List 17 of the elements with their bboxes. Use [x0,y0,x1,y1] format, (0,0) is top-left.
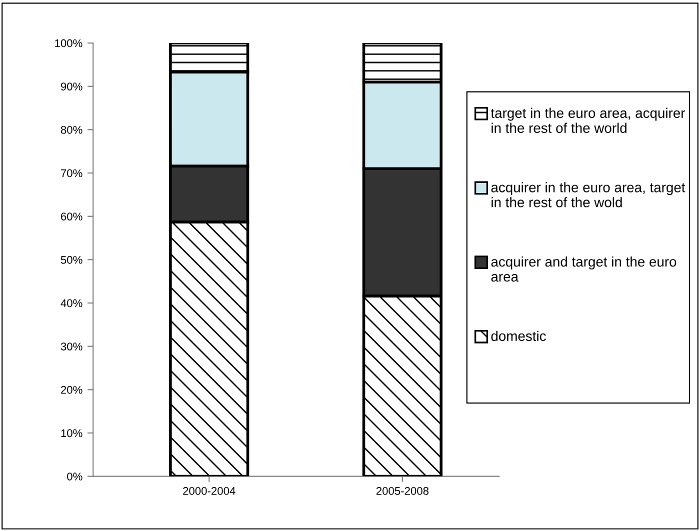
legend-label: acquirer and target in the euro area [491,256,676,282]
y-tick-label: 10% [61,429,82,438]
legend-label: acquirer in the euro area, target in the rest of the wold [491,182,686,208]
y-tick-label: 70% [61,169,82,178]
y-tick-label: 60% [61,212,82,220]
text: domestic [491,330,546,342]
y-tick-label: 90% [60,82,82,90]
y-tick-label: 30% [60,342,82,350]
y-tick-label: 0% [67,472,82,480]
text: target in the euro area, acquirer in the rest of the world [490,108,686,133]
y-tick-label: 80% [60,126,82,134]
y-tick-label: 20% [61,386,82,394]
y-tick-label: 40% [60,299,82,308]
y-tick-label: 50% [60,256,82,264]
x-tick-label: 2000-2004 [183,487,236,495]
x-tick-label: 2005-2008 [376,487,429,495]
y-tick-label: 100% [55,39,82,48]
